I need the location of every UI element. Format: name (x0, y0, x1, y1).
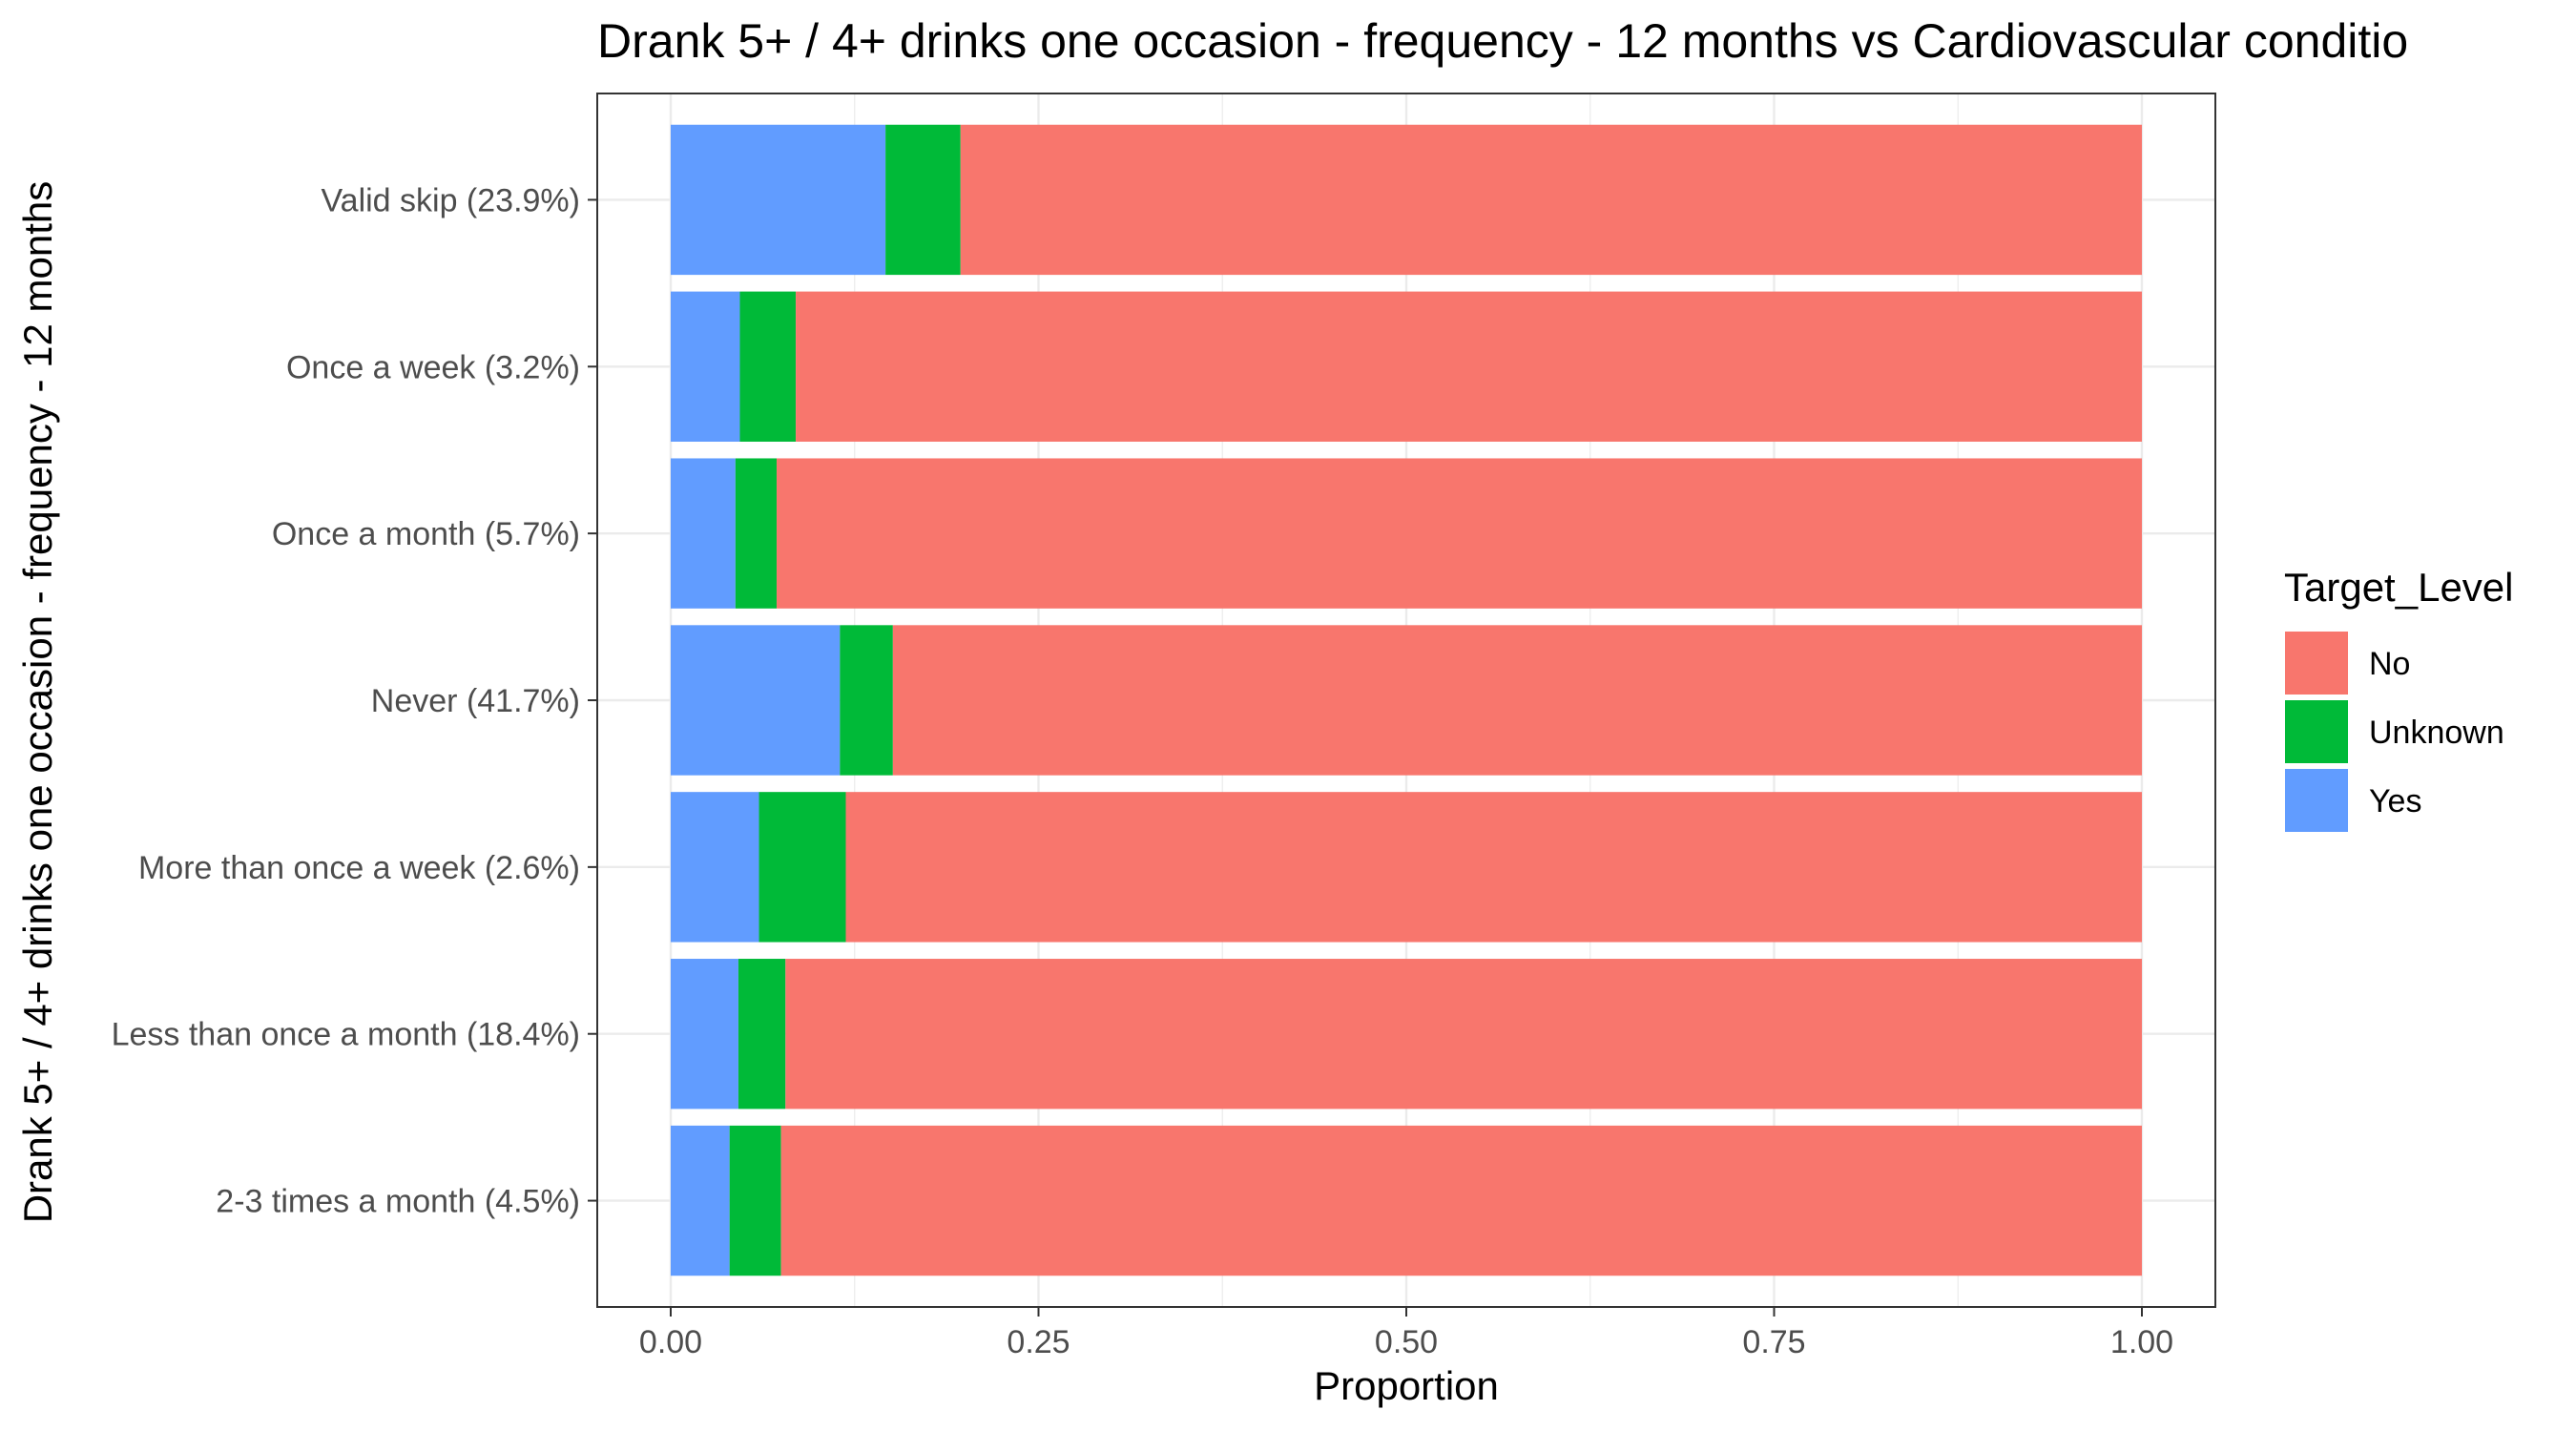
x-axis: 0.00 0.25 0.50 0.75 1.00 (639, 1307, 2173, 1360)
legend-label: No (2369, 646, 2410, 682)
bar-segment-no (892, 625, 2142, 776)
y-axis: Valid skip (23.9%) Once a week (3.2%) Once… (112, 182, 597, 1220)
x-tick-label: 0.50 (1375, 1324, 1438, 1360)
y-tick-label: Once a week (3.2%) (286, 349, 580, 385)
y-tick-label: 2-3 times a month (4.5%) (216, 1184, 580, 1220)
bar-segment-unknown (885, 124, 961, 276)
bar-segment-unknown (739, 291, 797, 442)
legend-label: Unknown (2369, 715, 2504, 751)
bar-segment-yes (671, 625, 841, 776)
bar-segment-unknown (737, 959, 786, 1110)
bar-segment-no (845, 792, 2142, 943)
legend-key-yes (2285, 769, 2348, 832)
x-tick-label: 1.00 (2110, 1324, 2173, 1360)
plot-panel (596, 93, 2216, 1308)
bar-segment-unknown (729, 1125, 781, 1276)
bar-segment-yes (671, 792, 759, 943)
bar-segment-no (777, 458, 2143, 609)
x-tick-label: 0.00 (639, 1324, 702, 1360)
bar-segment-yes (671, 291, 740, 442)
bar-segment-yes (671, 458, 736, 609)
y-tick-label: More than once a week (2.6%) (138, 850, 580, 886)
x-axis-title: Proportion (1314, 1363, 1499, 1408)
bars (671, 124, 2143, 1276)
bar-segment-no (785, 959, 2142, 1110)
legend-key-unknown (2285, 700, 2348, 763)
bar-segment-no (780, 1125, 2142, 1276)
y-tick-label: Once a month (5.7%) (272, 516, 580, 552)
legend-key-no (2285, 632, 2348, 695)
bar-segment-unknown (735, 458, 778, 609)
legend: Target_Level No Unknown Yes (2284, 565, 2514, 832)
x-tick-label: 0.75 (1742, 1324, 1805, 1360)
bar-segment-no (960, 124, 2143, 276)
bar-segment-unknown (840, 625, 893, 776)
bar-segment-yes (671, 959, 738, 1110)
y-tick-label: Valid skip (23.9%) (322, 182, 581, 218)
y-tick-label: Less than once a month (18.4%) (112, 1017, 580, 1053)
x-tick-label: 0.25 (1007, 1324, 1070, 1360)
y-tick-label: Never (41.7%) (371, 683, 580, 719)
bar-segment-no (796, 291, 2142, 442)
legend-title: Target_Level (2284, 565, 2514, 610)
y-axis-title: Drank 5+ / 4+ drinks one occasion - freq… (15, 181, 60, 1224)
legend-label: Yes (2369, 783, 2421, 819)
bar-segment-unknown (758, 792, 846, 943)
bar-segment-yes (671, 1125, 730, 1276)
bar-segment-yes (671, 124, 886, 276)
legend-entries: No Unknown Yes (2285, 632, 2504, 832)
chart-title: Drank 5+ / 4+ drinks one occasion - freq… (597, 14, 2408, 68)
